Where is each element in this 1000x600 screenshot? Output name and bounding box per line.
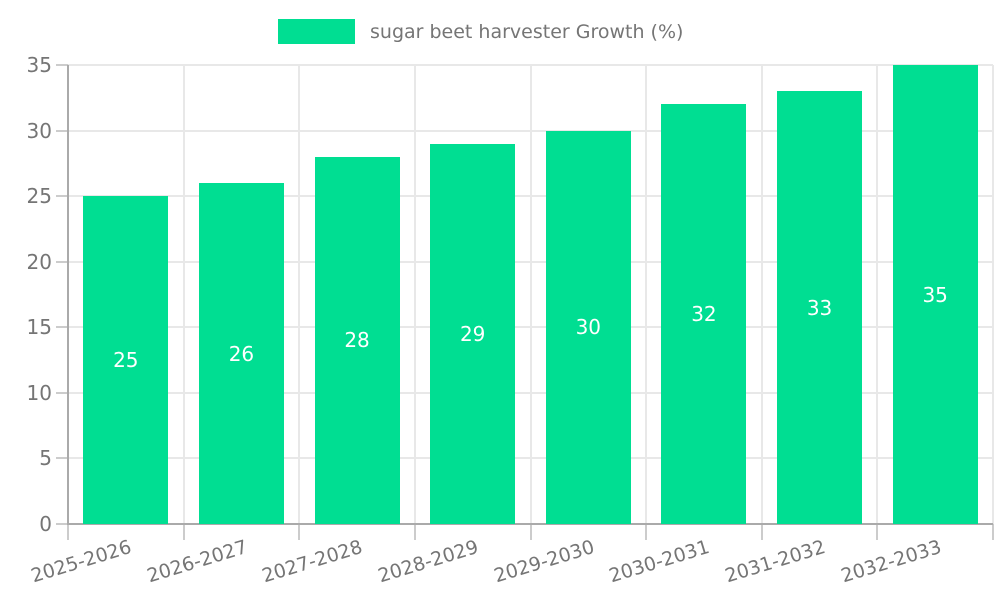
y-tick [56,457,68,459]
bar-value-label: 28 [344,328,370,353]
y-axis-label: 20 [26,250,52,274]
gridline-x [761,65,763,524]
bar [83,196,169,524]
bar [777,91,863,524]
bar-value-label: 29 [459,321,486,346]
bar-value-label: 26 [228,341,255,366]
bar [661,104,747,524]
y-axis-label: 15 [26,315,52,339]
x-tick [992,524,994,540]
y-axis-label: 5 [39,446,52,470]
y-axis-label: 25 [26,184,52,208]
y-tick [56,195,68,197]
gridline-x [876,65,878,524]
bar-value-label: 32 [691,302,717,327]
x-tick [183,524,185,540]
y-axis-label: 0 [39,512,52,536]
gridline-x [183,65,185,524]
y-axis-label: 10 [26,381,52,405]
y-tick [56,392,68,394]
bar [314,156,400,524]
x-axis-label: 2032-2033 [838,536,944,588]
x-tick [645,524,647,540]
y-tick [56,130,68,132]
y-axis-label: 30 [26,119,52,143]
y-axis-label: 35 [26,53,52,77]
legend-swatch[interactable] [278,19,355,44]
x-tick [876,524,878,540]
legend[interactable]: sugar beet harvester Growth (%) [278,19,683,44]
y-tick [56,326,68,328]
bar [198,183,284,524]
gridline-x [414,65,416,524]
bar-value-label: 33 [806,295,833,320]
bar [430,143,516,524]
y-tick [56,523,68,525]
gridline-x [645,65,647,524]
x-axis-line [67,523,993,525]
x-tick [414,524,416,540]
bar [892,65,978,524]
legend-label[interactable]: sugar beet harvester Growth (%) [370,20,684,43]
gridline-x [298,65,300,524]
y-tick [56,64,68,66]
x-tick [761,524,763,540]
bar-value-label: 25 [113,348,139,373]
x-tick [298,524,300,540]
y-tick [56,261,68,263]
bar-value-label: 30 [575,315,602,340]
gridline-x [992,65,994,524]
bar [545,130,631,524]
bar-value-label: 35 [922,282,948,307]
gridline-x [530,65,532,524]
x-tick [530,524,532,540]
y-axis-line [67,65,69,524]
x-tick [67,524,69,540]
x-axis-label-anchor: 2032-2033 [717,536,943,587]
